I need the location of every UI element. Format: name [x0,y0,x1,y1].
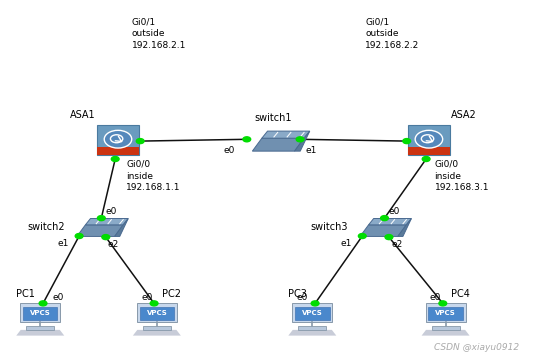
FancyBboxPatch shape [137,303,177,322]
Text: e0: e0 [389,207,400,216]
Text: ASA1: ASA1 [70,110,96,119]
Circle shape [296,137,304,142]
Circle shape [150,301,158,306]
Text: e0: e0 [430,292,441,301]
Circle shape [39,301,47,306]
Text: switch1: switch1 [254,113,292,123]
Text: VPCS: VPCS [435,310,456,316]
Text: VPCS: VPCS [30,310,51,316]
Text: PC1: PC1 [16,289,35,299]
Circle shape [358,234,366,239]
Bar [429,307,463,320]
Text: VPCS: VPCS [302,310,323,316]
FancyBboxPatch shape [97,125,139,155]
Bar [408,147,450,155]
Text: e1: e1 [306,145,317,155]
Polygon shape [360,225,406,236]
Text: e2: e2 [108,240,119,249]
Text: PC3: PC3 [288,289,307,299]
Polygon shape [77,225,123,236]
Text: Gi0/0
inside
192.168.1.1: Gi0/0 inside 192.168.1.1 [126,160,181,192]
Text: e0: e0 [296,292,308,301]
Text: e0: e0 [52,292,64,301]
Circle shape [102,235,110,240]
Polygon shape [295,131,310,151]
Bar [26,326,54,330]
Text: e1: e1 [57,239,69,248]
Polygon shape [288,330,336,336]
Circle shape [112,157,119,161]
Bar [97,147,139,155]
Polygon shape [85,218,128,225]
Polygon shape [262,131,310,138]
Text: CSDN @xiayu0912: CSDN @xiayu0912 [435,343,519,352]
Circle shape [415,130,442,148]
Polygon shape [368,218,411,225]
Circle shape [243,137,251,142]
Polygon shape [422,330,469,336]
Bar [140,307,174,320]
Bar [299,326,326,330]
Text: PC2: PC2 [162,289,181,299]
FancyBboxPatch shape [20,303,60,322]
Polygon shape [398,218,411,236]
Bar [143,326,171,330]
Polygon shape [252,138,304,151]
Text: Gi0/1
outside
192.168.2.2: Gi0/1 outside 192.168.2.2 [365,18,419,50]
Polygon shape [133,330,181,336]
Text: Gi0/0
inside
192.168.3.1: Gi0/0 inside 192.168.3.1 [435,160,489,192]
FancyBboxPatch shape [426,303,465,322]
Circle shape [403,139,411,144]
Text: e0: e0 [141,292,152,301]
Circle shape [439,301,446,306]
Bar [295,307,330,320]
Circle shape [422,157,430,161]
Text: e2: e2 [391,240,402,249]
Polygon shape [114,218,128,236]
Circle shape [104,130,132,148]
FancyBboxPatch shape [408,125,450,155]
Text: PC4: PC4 [451,289,470,299]
Circle shape [381,216,388,221]
Text: e1: e1 [341,239,352,248]
Circle shape [311,301,319,306]
Text: switch3: switch3 [311,222,348,232]
Text: Gi0/1
outside
192.168.2.1: Gi0/1 outside 192.168.2.1 [132,18,186,50]
Text: ASA2: ASA2 [451,110,477,119]
Text: e0: e0 [106,207,117,216]
Bar [431,326,460,330]
Polygon shape [16,330,64,336]
Text: e0: e0 [223,145,234,155]
Circle shape [385,235,393,240]
Circle shape [98,216,105,221]
FancyBboxPatch shape [292,303,333,322]
Circle shape [136,139,144,144]
Text: switch2: switch2 [27,222,65,232]
Text: VPCS: VPCS [147,310,167,316]
Circle shape [75,234,83,239]
Bar [23,307,57,320]
